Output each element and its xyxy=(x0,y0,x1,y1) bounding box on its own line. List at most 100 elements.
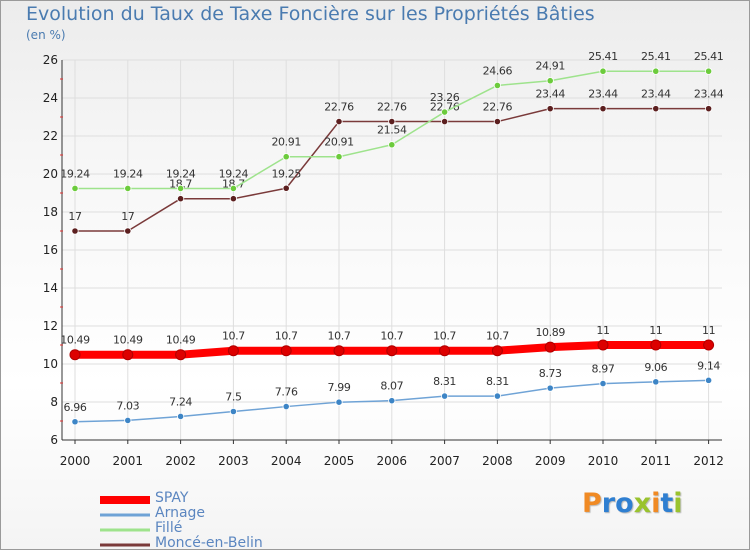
y-tick-label: 18 xyxy=(43,205,58,219)
data-label-fill-: 25.41 xyxy=(641,50,671,63)
data-point-arnage xyxy=(282,402,290,411)
data-point-monc-en-belin xyxy=(282,184,290,192)
data-label-spay: 11 xyxy=(596,324,609,337)
logo-letter: x xyxy=(633,488,652,519)
data-label-monc-en-belin: 17 xyxy=(68,210,82,223)
logo-letter: P xyxy=(582,488,602,519)
data-point-spay xyxy=(597,339,609,351)
data-label-monc-en-belin: 22.76 xyxy=(324,101,354,114)
data-point-spay xyxy=(439,345,451,357)
data-point-arnage xyxy=(388,397,396,405)
x-tick-label: 2002 xyxy=(165,454,196,468)
x-tick-label: 2008 xyxy=(482,454,513,468)
data-label-fill-: 24.91 xyxy=(535,60,565,73)
data-label-monc-en-belin: 22.76 xyxy=(483,101,513,114)
data-point-arnage xyxy=(440,392,449,400)
data-point-fill- xyxy=(282,153,290,161)
logo-letter: t xyxy=(660,488,674,519)
data-label-spay: 10.7 xyxy=(275,330,298,343)
y-tick-label: 20 xyxy=(43,167,58,181)
x-tick-label: 2003 xyxy=(218,454,249,468)
data-point-monc-en-belin xyxy=(599,105,607,113)
data-point-fill- xyxy=(493,81,501,90)
data-point-spay xyxy=(175,349,187,361)
data-point-arnage xyxy=(599,379,607,388)
data-label-fill-: 21.54 xyxy=(377,124,407,137)
y-tick-label: 16 xyxy=(43,243,58,257)
data-point-arnage xyxy=(124,416,132,425)
data-point-arnage xyxy=(177,412,185,421)
data-point-spay xyxy=(491,345,503,357)
data-label-arnage: 6.96 xyxy=(64,401,87,414)
data-point-fill- xyxy=(71,184,79,193)
data-label-arnage: 8.31 xyxy=(486,375,509,388)
data-point-monc-en-belin xyxy=(124,227,132,235)
data-point-arnage xyxy=(335,398,343,406)
data-point-fill- xyxy=(388,141,396,149)
data-label-arnage: 7.24 xyxy=(169,395,192,408)
data-label-monc-en-belin: 17 xyxy=(121,210,135,223)
y-tick-label: 12 xyxy=(43,319,58,333)
chart-subtitle: (en %) xyxy=(26,28,66,42)
data-point-spay xyxy=(386,345,398,357)
data-point-fill- xyxy=(652,67,660,75)
data-point-monc-en-belin xyxy=(546,105,554,113)
data-point-arnage xyxy=(229,407,237,416)
data-label-fill-: 19.24 xyxy=(219,167,249,180)
x-tick-label: 2010 xyxy=(588,454,619,468)
data-label-arnage: 8.97 xyxy=(592,363,615,376)
x-tick-label: 2001 xyxy=(113,454,144,468)
x-tick-label: 2005 xyxy=(324,454,355,468)
data-label-arnage: 7.99 xyxy=(328,381,351,394)
y-tick-label: 6 xyxy=(50,433,58,447)
data-point-fill- xyxy=(440,108,449,116)
data-label-fill-: 19.24 xyxy=(166,167,196,180)
data-point-monc-en-belin xyxy=(71,227,79,235)
data-point-spay xyxy=(544,341,556,353)
data-point-spay xyxy=(227,345,239,357)
data-label-arnage: 8.73 xyxy=(539,367,562,380)
data-point-monc-en-belin xyxy=(493,117,501,126)
legend-label-arnage: Arnage xyxy=(155,505,206,521)
data-point-monc-en-belin xyxy=(388,117,396,126)
data-label-fill-: 24.66 xyxy=(483,64,513,77)
logo-letter: r xyxy=(601,488,616,519)
legend-label-spay: SPAY xyxy=(155,490,189,506)
data-label-monc-en-belin: 22.76 xyxy=(377,101,407,114)
x-tick-label: 2011 xyxy=(641,454,672,468)
logo-letter: i xyxy=(673,488,683,519)
legend-label-monc-en-belin: Moncé-en-Belin xyxy=(155,535,263,551)
data-point-arnage xyxy=(546,384,554,392)
data-label-spay: 10.7 xyxy=(433,330,456,343)
data-label-monc-en-belin: 23.44 xyxy=(694,88,724,101)
data-point-spay xyxy=(122,349,134,361)
data-label-fill-: 19.24 xyxy=(60,167,90,180)
data-label-spay: 10.7 xyxy=(486,330,509,343)
data-label-spay: 11 xyxy=(649,324,662,337)
data-point-spay xyxy=(703,339,715,351)
legend-label-fill-: Fillé xyxy=(155,520,183,536)
data-label-arnage: 9.06 xyxy=(644,361,667,374)
y-tick-label: 22 xyxy=(43,129,58,143)
data-point-monc-en-belin xyxy=(229,195,237,203)
data-label-monc-en-belin: 22.76 xyxy=(430,101,460,114)
data-label-arnage: 7.76 xyxy=(275,386,298,399)
data-label-spay: 10.49 xyxy=(60,334,90,347)
data-point-monc-en-belin xyxy=(440,117,449,126)
data-point-spay xyxy=(650,339,662,351)
data-point-fill- xyxy=(229,184,237,193)
chart-title: Evolution du Taux de Taxe Foncière sur l… xyxy=(26,3,595,25)
data-point-arnage xyxy=(652,378,660,386)
data-label-arnage: 7.5 xyxy=(225,391,242,404)
data-label-arnage: 8.31 xyxy=(433,375,456,388)
proxiti-logo: Proxiti xyxy=(582,488,683,519)
data-label-monc-en-belin: 18.7 xyxy=(169,178,192,191)
data-point-monc-en-belin xyxy=(652,105,660,113)
data-label-monc-en-belin: 18.7 xyxy=(222,178,245,191)
y-tick-label: 14 xyxy=(43,281,58,295)
data-label-fill-: 20.91 xyxy=(324,136,354,149)
data-label-monc-en-belin: 19.25 xyxy=(271,167,301,180)
y-tick-label: 10 xyxy=(43,357,58,371)
data-label-arnage: 9.14 xyxy=(697,359,720,372)
